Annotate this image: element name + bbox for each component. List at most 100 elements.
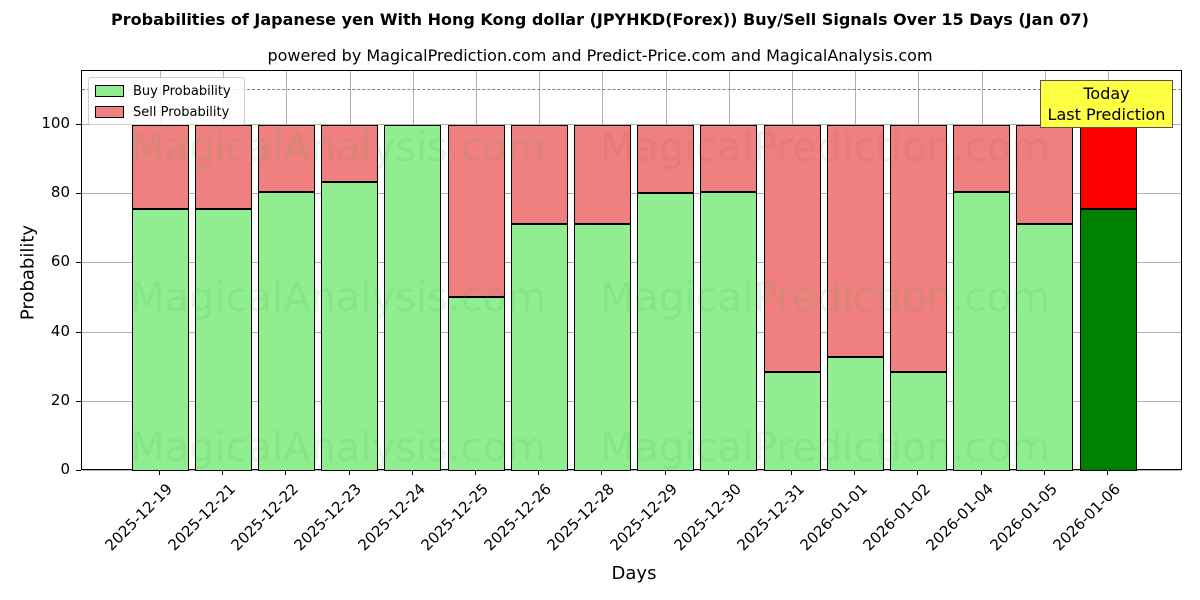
y-tick-label: 100 bbox=[41, 114, 70, 132]
bar-buy[interactable] bbox=[384, 125, 442, 471]
buy-swatch-icon bbox=[95, 85, 124, 97]
bar-buy[interactable] bbox=[637, 193, 695, 471]
x-tick-mark bbox=[601, 470, 603, 475]
x-tick-label: 2025-12-30 bbox=[670, 480, 745, 555]
x-tick-mark bbox=[854, 470, 856, 475]
bar-buy[interactable] bbox=[700, 192, 758, 471]
x-tick-label: 2026-01-06 bbox=[1049, 480, 1124, 555]
bar-sell[interactable] bbox=[763, 125, 821, 373]
bar-sell[interactable] bbox=[953, 125, 1011, 193]
x-tick-label: 2026-01-04 bbox=[922, 480, 998, 555]
x-tick-mark bbox=[159, 470, 160, 475]
x-tick-label: 2025-12-19 bbox=[101, 480, 176, 555]
x-tick-label: 2025-12-29 bbox=[606, 480, 682, 555]
x-tick-mark bbox=[538, 470, 540, 475]
y-tick-mark bbox=[76, 470, 81, 471]
reference-line bbox=[82, 89, 1181, 90]
bar-buy[interactable] bbox=[1079, 209, 1137, 471]
x-tick-label: 2025-12-21 bbox=[164, 480, 239, 555]
x-tick-mark bbox=[1107, 470, 1108, 475]
legend-label-sell: Sell Probability bbox=[133, 104, 230, 120]
bar-sell[interactable] bbox=[700, 125, 758, 193]
y-tick-mark bbox=[76, 124, 81, 125]
y-axis-label: Probability bbox=[17, 224, 39, 321]
x-tick-label: 2026-01-02 bbox=[859, 480, 935, 555]
y-tick-label: 20 bbox=[50, 390, 70, 409]
chart-subtitle: powered by MagicalPrediction.com and Pre… bbox=[267, 46, 933, 65]
bar-buy[interactable] bbox=[1016, 223, 1074, 471]
x-tick-mark bbox=[980, 470, 982, 475]
grid-line-h bbox=[82, 331, 1181, 333]
x-tick-mark bbox=[411, 470, 413, 475]
bar-buy[interactable] bbox=[573, 223, 631, 471]
y-tick-label: 60 bbox=[50, 252, 70, 271]
bar-buy[interactable] bbox=[953, 192, 1011, 471]
bar-sell[interactable] bbox=[889, 125, 947, 373]
legend-item-sell: Sell Probability bbox=[95, 104, 229, 120]
x-tick-label: 2025-12-26 bbox=[480, 480, 555, 555]
x-tick-label: 2025-12-23 bbox=[290, 480, 366, 555]
bar-sell[interactable] bbox=[573, 125, 631, 224]
x-tick-mark bbox=[917, 470, 919, 475]
bar-buy[interactable] bbox=[257, 192, 315, 471]
today-annotation: Today Last Prediction bbox=[1040, 80, 1173, 128]
bar-sell[interactable] bbox=[1016, 125, 1074, 224]
chart-title: Probabilities of Japanese yen With Hong … bbox=[111, 10, 1089, 29]
bar-buy[interactable] bbox=[131, 209, 189, 471]
x-tick-label: 2025-12-28 bbox=[543, 480, 619, 555]
x-tick-mark bbox=[222, 470, 224, 475]
y-tick-mark bbox=[76, 193, 81, 195]
bar-sell[interactable] bbox=[826, 125, 884, 357]
x-tick-label: 2025-12-31 bbox=[733, 480, 808, 555]
bar-sell[interactable] bbox=[131, 125, 189, 210]
bar-sell[interactable] bbox=[447, 125, 505, 297]
plot-area bbox=[81, 70, 1182, 471]
sell-swatch-icon bbox=[95, 106, 124, 118]
x-tick-label: 2025-12-25 bbox=[417, 480, 492, 555]
y-tick-label: 0 bbox=[60, 460, 70, 478]
watermark-text: MagicalPrediction.com bbox=[600, 275, 1050, 321]
grid-line-h bbox=[82, 124, 1181, 125]
x-tick-mark bbox=[348, 470, 350, 475]
x-tick-label: 2026-01-01 bbox=[796, 480, 871, 555]
grid-line-h bbox=[82, 470, 1181, 471]
x-tick-mark bbox=[664, 470, 666, 475]
x-tick-mark bbox=[285, 470, 287, 475]
legend: Buy Probability Sell Probability bbox=[88, 77, 245, 125]
grid-line-h bbox=[82, 400, 1181, 402]
bar-buy[interactable] bbox=[826, 356, 884, 471]
bar-sell[interactable] bbox=[637, 125, 695, 194]
x-tick-mark bbox=[475, 470, 476, 475]
bar-buy[interactable] bbox=[194, 209, 252, 471]
legend-item-buy: Buy Probability bbox=[95, 83, 231, 99]
bar-sell[interactable] bbox=[194, 125, 252, 210]
bar-sell[interactable] bbox=[1079, 125, 1137, 210]
watermark-text: MagicalAnalysis.com bbox=[130, 125, 547, 171]
x-tick-label: 2025-12-24 bbox=[354, 480, 429, 555]
watermark-text: MagicalPrediction.com bbox=[600, 425, 1050, 471]
x-tick-label: 2025-12-22 bbox=[227, 480, 303, 555]
x-tick-mark bbox=[791, 470, 792, 475]
y-tick-label: 80 bbox=[50, 183, 70, 202]
y-tick-mark bbox=[76, 331, 81, 333]
x-tick-mark bbox=[1043, 470, 1045, 475]
legend-label-buy: Buy Probability bbox=[133, 83, 231, 99]
bar-buy[interactable] bbox=[763, 372, 821, 471]
bar-buy[interactable] bbox=[321, 182, 379, 471]
bar-buy[interactable] bbox=[510, 223, 568, 471]
grid-line-h bbox=[82, 262, 1181, 264]
y-tick-label: 40 bbox=[50, 321, 70, 340]
annotation-line1: Today bbox=[1083, 84, 1130, 103]
bar-sell[interactable] bbox=[257, 125, 315, 193]
y-tick-mark bbox=[76, 400, 81, 402]
bar-sell[interactable] bbox=[321, 125, 379, 183]
x-axis-label: Days bbox=[611, 563, 657, 584]
y-tick-mark bbox=[76, 262, 81, 264]
grid-line-h bbox=[82, 193, 1181, 195]
bar-buy[interactable] bbox=[447, 296, 505, 471]
bar-buy[interactable] bbox=[889, 372, 947, 471]
x-tick-mark bbox=[727, 470, 729, 475]
bar-sell[interactable] bbox=[510, 125, 568, 224]
x-tick-label: 2026-01-05 bbox=[986, 480, 1061, 555]
watermark-text: MagicalPrediction.com bbox=[600, 125, 1050, 171]
